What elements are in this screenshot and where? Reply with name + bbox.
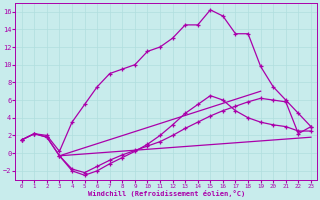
X-axis label: Windchill (Refroidissement éolien,°C): Windchill (Refroidissement éolien,°C) (88, 190, 245, 197)
